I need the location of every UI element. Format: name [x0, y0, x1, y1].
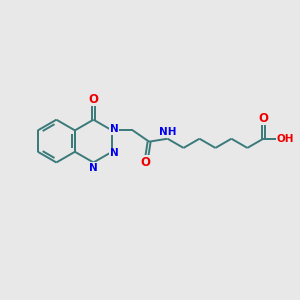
Text: O: O: [140, 156, 150, 169]
Text: N: N: [89, 163, 98, 173]
Text: NH: NH: [159, 127, 177, 137]
Text: O: O: [88, 93, 98, 106]
Text: OH: OH: [277, 134, 294, 144]
Text: N: N: [110, 124, 119, 134]
Text: N: N: [110, 148, 119, 158]
Text: O: O: [258, 112, 268, 125]
